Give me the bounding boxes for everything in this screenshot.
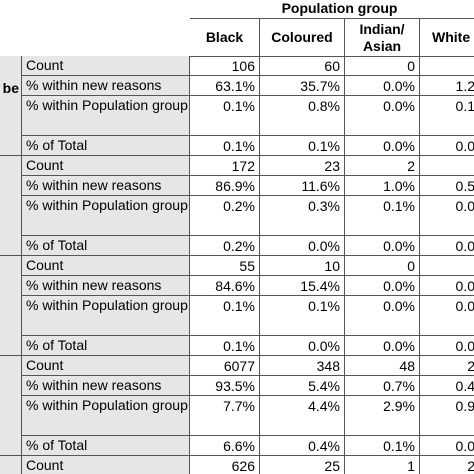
cell-value: 0.8%	[260, 96, 345, 136]
cell-value: 0.5	[420, 176, 474, 196]
cell-value: 11.6%	[260, 176, 345, 196]
row-label: % within new reasons	[22, 176, 190, 196]
cell-value: 2	[420, 456, 474, 474]
group-label	[0, 256, 22, 356]
cell-value: 10	[260, 256, 345, 276]
cell-value: 86.9%	[190, 176, 260, 196]
cell-value: 4.4%	[260, 396, 345, 436]
row-label: % within Population group	[22, 296, 190, 336]
cell-value	[420, 156, 474, 176]
row-label: Count	[22, 256, 190, 276]
cell-value: 23	[260, 156, 345, 176]
cell-value: 0.1%	[345, 436, 420, 456]
row-label: % within Population group	[22, 196, 190, 236]
column-header: Coloured	[260, 19, 345, 57]
cell-value: 0.0%	[260, 336, 345, 356]
row-label: Count	[22, 156, 190, 176]
row-label: % of Total	[22, 236, 190, 256]
cell-value: 172	[190, 156, 260, 176]
column-header: White	[420, 19, 474, 57]
cell-value	[420, 256, 474, 276]
cell-value: 0.2%	[190, 196, 260, 236]
cell-value: 0.0	[420, 336, 474, 356]
cell-value: 15.4%	[260, 276, 345, 296]
cell-value: 2	[420, 356, 474, 376]
group-label: be	[0, 56, 22, 156]
row-label: % within Population group	[22, 396, 190, 436]
cell-value: 93.5%	[190, 376, 260, 396]
cell-value: 6.6%	[190, 436, 260, 456]
cell-value: 48	[345, 356, 420, 376]
cell-value: 7.7%	[190, 396, 260, 436]
cell-value: 0.0%	[345, 136, 420, 156]
cell-value: 0.1	[420, 96, 474, 136]
row-label: % within new reasons	[22, 376, 190, 396]
row-label: % of Total	[22, 336, 190, 356]
row-label: % of Total	[22, 136, 190, 156]
cell-value: 6077	[190, 356, 260, 376]
group-label	[0, 356, 22, 456]
cell-value	[420, 56, 474, 76]
cell-value: 0	[345, 256, 420, 276]
cell-value: 1.2	[420, 76, 474, 96]
cell-value: 106	[190, 56, 260, 76]
cell-value: 2	[345, 156, 420, 176]
cell-value: 0.0%	[345, 336, 420, 356]
group-label	[0, 456, 22, 474]
cell-value: 0.0	[420, 296, 474, 336]
cell-value: 0.7%	[345, 376, 420, 396]
cell-value: 2.9%	[345, 396, 420, 436]
row-label: Count	[22, 456, 190, 474]
cell-value: 0.4%	[260, 436, 345, 456]
cell-value: 0.1%	[190, 136, 260, 156]
cell-value: 0.2%	[190, 236, 260, 256]
cell-value: 0.1%	[345, 196, 420, 236]
cell-value: 1.0%	[345, 176, 420, 196]
cell-value: 0.0%	[345, 76, 420, 96]
cell-value: 0.0	[420, 436, 474, 456]
cell-value: 84.6%	[190, 276, 260, 296]
cell-value: 0.0	[420, 136, 474, 156]
cell-value: 0.0%	[345, 296, 420, 336]
cell-value: 0.0%	[345, 96, 420, 136]
row-label: Count	[22, 356, 190, 376]
cell-value: 0.3%	[260, 196, 345, 236]
cell-value: 25	[260, 456, 345, 474]
cell-value: 0.0%	[260, 236, 345, 256]
cell-value: 0.1%	[190, 336, 260, 356]
cell-value: 0.1%	[260, 136, 345, 156]
cell-value: 0.0	[420, 276, 474, 296]
cell-value: 35.7%	[260, 76, 345, 96]
row-label: % of Total	[22, 436, 190, 456]
column-header: Indian/ Asian	[345, 19, 420, 57]
cell-value: 0.0	[420, 196, 474, 236]
group-label	[0, 156, 22, 256]
cell-value: 60	[260, 56, 345, 76]
row-label: % within Population group	[22, 96, 190, 136]
row-label: % within new reasons	[22, 76, 190, 96]
cell-value: 0.1%	[190, 96, 260, 136]
row-label: % within new reasons	[22, 276, 190, 296]
cell-value: 348	[260, 356, 345, 376]
cell-value: 0.0	[420, 236, 474, 256]
cell-value: 55	[190, 256, 260, 276]
cell-value: 0	[345, 56, 420, 76]
row-label: Count	[22, 56, 190, 76]
cell-value: 63.1%	[190, 76, 260, 96]
cell-value: 5.4%	[260, 376, 345, 396]
cell-value: 1	[345, 456, 420, 474]
cell-value: 0.1%	[260, 296, 345, 336]
cell-value: 626	[190, 456, 260, 474]
cell-value: 0.4	[420, 376, 474, 396]
cell-value: 0.9	[420, 396, 474, 436]
column-header: Black	[190, 19, 260, 57]
cell-value: 0.0%	[345, 236, 420, 256]
header-title: Population group	[190, 0, 474, 19]
cell-value: 0.0%	[345, 276, 420, 296]
cell-value: 0.1%	[190, 296, 260, 336]
